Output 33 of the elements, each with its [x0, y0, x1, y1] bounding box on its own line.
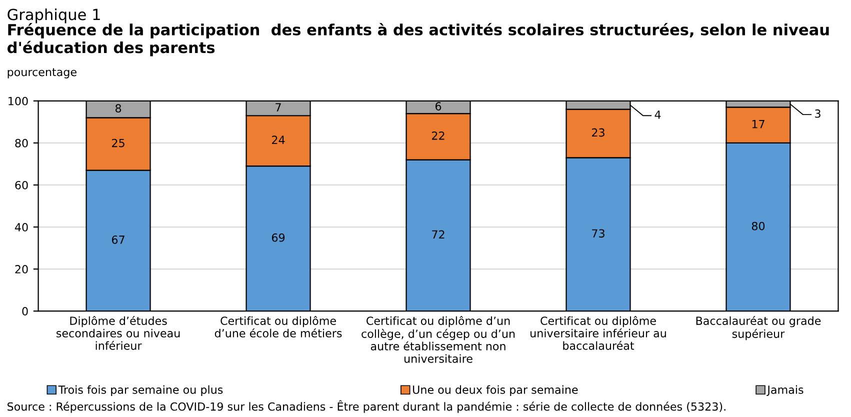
- data-label: 69: [272, 233, 285, 242]
- y-tick-label: 20: [15, 265, 28, 274]
- y-tick-label: 40: [14, 222, 28, 232]
- x-tick-label: Certificat ou diplôme universitaire inférieur au baccalauréat: [530, 316, 666, 350]
- legend-label: Jamais: [766, 385, 804, 396]
- source-note: Source : Répercussions de la COVID-19 sur les Canadiens - Être parent durant la pandémie : série de collecte de données (5323).: [8, 400, 726, 413]
- x-tick-label: Diplôme d’études secondaires ou niveau inférieur: [56, 316, 180, 350]
- chart-subtitle: Fréquence de la participation des enfants à des activités scolaires structurées, selon le niveau d'éducation des parents: [7, 22, 829, 56]
- data-label: 22: [432, 131, 444, 140]
- data-label: 7: [276, 103, 281, 112]
- x-tick-label: Baccalauréat ou grade supérieur: [696, 316, 821, 340]
- legend-label: Une ou deux fois par semaine: [413, 385, 578, 396]
- data-label: 8: [116, 104, 122, 113]
- data-label: 73: [592, 229, 604, 238]
- data-label: 80: [752, 222, 765, 230]
- data-label: 3: [815, 109, 820, 118]
- data-label: 6: [436, 102, 442, 110]
- y-axis-title: pourcentage: [8, 68, 76, 78]
- data-label: 67: [112, 235, 124, 244]
- data-label: 72: [432, 230, 444, 238]
- data-label: 24: [272, 136, 285, 144]
- data-label: 4: [654, 110, 661, 119]
- y-tick-label: 100: [8, 96, 28, 106]
- x-tick-label: Certificat ou diplôme d’une école de métiers: [214, 316, 342, 338]
- y-tick-label: 0: [22, 307, 28, 316]
- x-tick-label: Certificat ou diplôme d’un collège, d’un cégep ou d’un autre établissement non universitaire: [362, 316, 515, 363]
- legend-label: Trois fois par semaine ou plus: [58, 385, 223, 396]
- data-label: 25: [112, 138, 124, 148]
- y-tick-label: 80: [15, 138, 28, 148]
- y-tick-label: 60: [15, 180, 28, 190]
- data-label: 17: [752, 120, 764, 128]
- data-label: 23: [592, 128, 604, 137]
- chart-title: Graphique 1: [8, 8, 100, 24]
